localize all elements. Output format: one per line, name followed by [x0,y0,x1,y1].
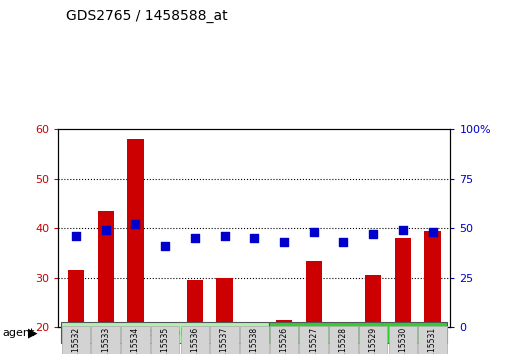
Point [398,228,406,233]
Text: GSM115538: GSM115538 [249,327,258,354]
Text: GDS2765 / 1458588_at: GDS2765 / 1458588_at [66,9,227,23]
Text: GSM115533: GSM115533 [101,327,110,354]
Bar [334,326,351,354]
Point [309,229,317,235]
Bar [127,139,143,354]
Bar [216,278,232,354]
Bar [305,261,321,354]
FancyBboxPatch shape [150,326,179,354]
FancyBboxPatch shape [61,322,269,343]
Text: agent: agent [3,328,35,338]
FancyBboxPatch shape [388,326,416,354]
FancyBboxPatch shape [269,326,297,354]
Point [428,229,436,235]
FancyBboxPatch shape [210,326,238,354]
Bar [245,326,262,354]
FancyBboxPatch shape [121,326,149,354]
Point [279,239,287,245]
Bar [364,275,380,354]
FancyBboxPatch shape [239,326,268,354]
Text: GSM115535: GSM115535 [160,327,169,354]
Bar [424,231,440,354]
FancyBboxPatch shape [299,326,327,354]
FancyBboxPatch shape [180,326,209,354]
Text: GSM115536: GSM115536 [190,327,199,354]
Point [72,233,80,239]
Text: GSM115529: GSM115529 [368,327,377,354]
Point [161,243,169,249]
Text: GSM115537: GSM115537 [220,327,229,354]
Bar [68,270,84,354]
FancyBboxPatch shape [358,326,387,354]
Point [220,233,228,239]
Bar [275,320,291,354]
Text: GSM115527: GSM115527 [309,327,318,354]
Point [250,235,258,241]
Point [190,235,198,241]
Bar [394,238,410,354]
Text: GSM115531: GSM115531 [427,327,436,354]
Point [131,222,139,227]
Point [102,228,110,233]
Text: creatine: creatine [335,327,380,338]
Bar [97,211,114,354]
FancyBboxPatch shape [62,326,90,354]
Text: GSM115528: GSM115528 [338,327,347,354]
Text: GSM115532: GSM115532 [71,327,80,354]
Bar [186,280,203,354]
Text: GSM115526: GSM115526 [279,327,288,354]
Text: GSM115530: GSM115530 [397,327,407,354]
FancyBboxPatch shape [91,326,120,354]
Text: control: control [145,327,184,338]
Point [339,239,347,245]
Point [368,232,376,237]
FancyBboxPatch shape [418,326,446,354]
Text: ▶: ▶ [28,326,38,339]
Bar [157,326,173,354]
FancyBboxPatch shape [328,326,357,354]
FancyBboxPatch shape [269,322,446,343]
Text: GSM115534: GSM115534 [131,327,140,354]
